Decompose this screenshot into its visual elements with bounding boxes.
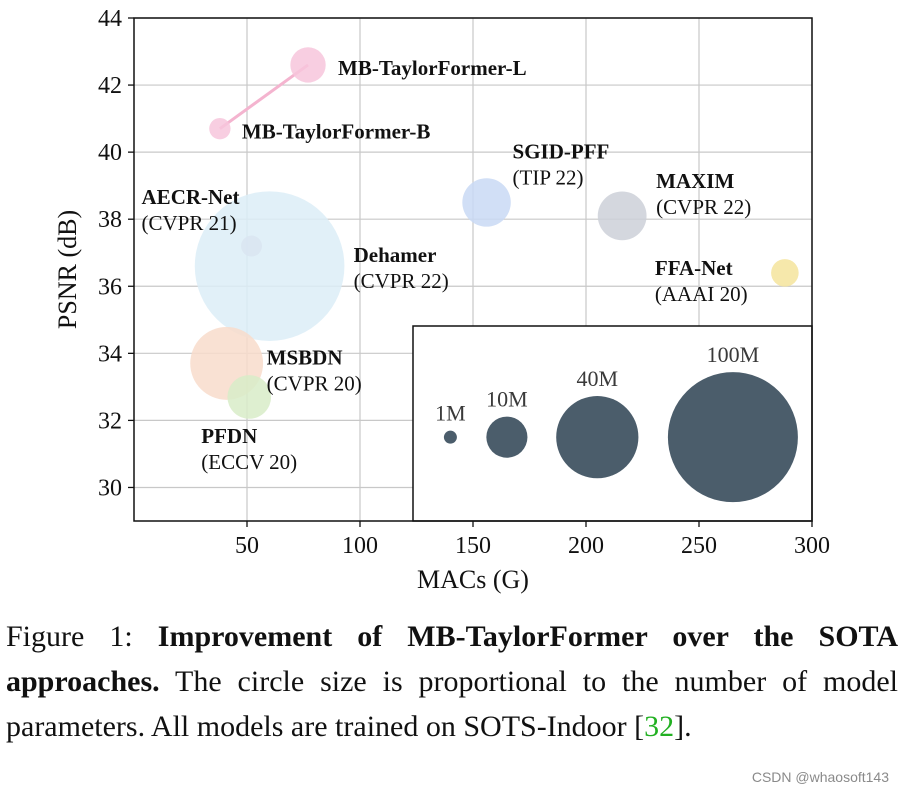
size-legend-circle	[443, 430, 457, 444]
bubble-dehamer	[194, 191, 345, 341]
caption-prefix: Figure 1:	[6, 620, 158, 653]
point-venue: (AAAI 20)	[655, 282, 748, 306]
x-axis-label: MACs (G)	[417, 565, 529, 594]
y-tick-label: 42	[98, 73, 122, 99]
size-legend-label: 10M	[486, 387, 528, 412]
size-legend: 1M 10M 40M 100M	[412, 325, 813, 522]
size-legend-circle	[667, 372, 798, 503]
bubble-maxim	[597, 191, 647, 241]
bubble-mb-taylorformer-b	[209, 117, 231, 140]
y-axis-label: PSNR (dB)	[53, 210, 82, 329]
figure-caption: Figure 1: Improvement of MB-TaylorFormer…	[6, 614, 898, 749]
y-tick-label: 44	[98, 6, 122, 32]
point-label: AECR-Net	[142, 185, 240, 209]
y-tick-label: 36	[98, 274, 122, 300]
x-tick-label: 100	[342, 533, 378, 559]
x-tick-label: 300	[794, 533, 830, 559]
point-venue: (CVPR 22)	[656, 195, 751, 219]
x-tick-label: 250	[681, 533, 717, 559]
x-tick-label: 200	[568, 533, 604, 559]
point-venue: (CVPR 20)	[267, 371, 362, 395]
point-label: MAXIM	[656, 169, 734, 193]
size-legend-label: 100M	[707, 342, 760, 367]
point-label: Dehamer	[354, 243, 437, 267]
bubbles-layer	[190, 47, 799, 419]
watermark: CSDN @whaosoft143	[751, 769, 889, 785]
reference-link[interactable]: 32	[644, 710, 675, 743]
point-label: MB-TaylorFormer-L	[338, 56, 527, 80]
size-legend-label: 40M	[577, 366, 619, 391]
size-legend-circle	[486, 416, 528, 458]
point-label: MB-TaylorFormer-B	[242, 120, 431, 144]
point-label: MSBDN	[267, 345, 343, 369]
y-tick-label: 32	[98, 408, 122, 434]
caption-rest: The circle size is proportional to the n…	[6, 665, 898, 743]
connection-line	[219, 63, 309, 130]
bubble-sgid-pff	[462, 178, 511, 227]
y-tick-label: 38	[98, 207, 122, 233]
y-tick-label: 40	[98, 140, 122, 166]
bubble-pfdn	[227, 375, 272, 419]
y-tick-label: 30	[98, 475, 122, 501]
x-tick-label: 150	[455, 533, 491, 559]
caption-bold: Improvement of MB-TaylorFormer over the …	[6, 620, 898, 698]
bubble-ffa-net	[771, 259, 799, 287]
caption-end: ].	[674, 710, 692, 743]
point-labels: MB-TaylorFormer-L MB-TaylorFormer-B SGID-P…	[142, 56, 752, 474]
x-tick-label: 50	[235, 533, 259, 559]
point-label: PFDN	[201, 424, 257, 448]
point-venue: (TIP 22)	[513, 165, 584, 189]
point-venue: (ECCV 20)	[201, 450, 297, 474]
axes: 50 100 150 200 250 300 30 32 34 36 38 40 42 44 MACs (G…	[53, 6, 830, 594]
y-tick-label: 34	[98, 341, 122, 367]
point-venue: (CVPR 21)	[142, 211, 237, 235]
bubble-mb-taylorformer-l	[290, 47, 326, 83]
size-legend-label: 1M	[435, 401, 466, 426]
point-label: SGID-PFF	[513, 139, 610, 163]
size-legend-circle	[556, 396, 639, 479]
point-venue: (CVPR 22)	[354, 269, 449, 293]
point-label: FFA-Net	[655, 256, 733, 280]
